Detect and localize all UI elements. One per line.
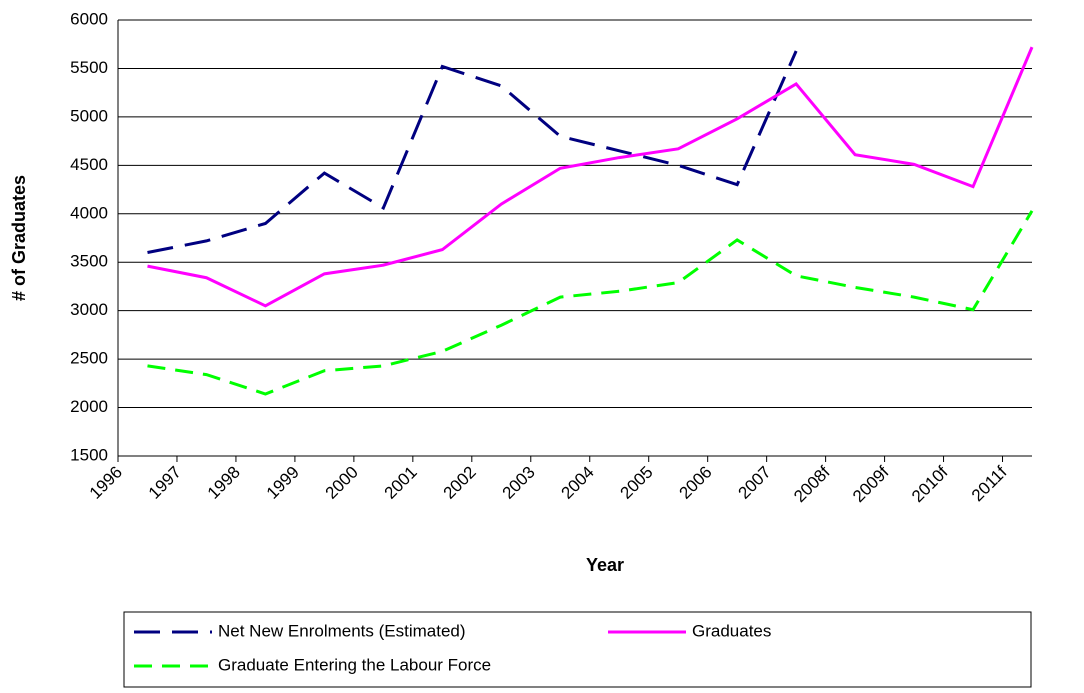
x-tick-label: 2008f — [790, 462, 834, 506]
y-tick-label: 6000 — [70, 9, 108, 28]
legend-label: Graduates — [692, 621, 771, 640]
y-tick-label: 2000 — [70, 397, 108, 416]
series-line — [147, 50, 798, 255]
x-tick-label: 1997 — [145, 463, 185, 503]
legend-label: Graduate Entering the Labour Force — [218, 655, 491, 674]
x-tick-label: 2006 — [675, 463, 715, 503]
y-tick-label: 4000 — [70, 203, 108, 222]
x-tick-label: 1999 — [263, 463, 303, 503]
y-tick-label: 3500 — [70, 252, 108, 271]
y-tick-label: 2500 — [70, 349, 108, 368]
x-tick-label: 2005 — [617, 463, 657, 503]
x-tick-label: 2002 — [440, 463, 480, 503]
x-tick-label: 2001 — [381, 463, 421, 503]
x-tick-label: 1996 — [86, 463, 126, 503]
series-line — [147, 46, 1034, 308]
series-line — [147, 210, 1034, 396]
x-tick-label: 2009f — [849, 462, 893, 506]
x-tick-label: 2000 — [322, 463, 362, 503]
y-tick-label: 5500 — [70, 58, 108, 77]
x-tick-label: 2010f — [908, 462, 952, 506]
x-tick-label: 2003 — [499, 463, 539, 503]
legend-label: Net New Enrolments (Estimated) — [218, 621, 466, 640]
y-tick-label: 3000 — [70, 300, 108, 319]
y-axis-title: # of Graduates — [9, 175, 29, 301]
legend-box — [123, 611, 1032, 688]
x-tick-label: 2007 — [734, 463, 774, 503]
x-tick-label: 1998 — [204, 463, 244, 503]
x-tick-label: 2011f — [968, 462, 1011, 505]
x-tick-label: 2004 — [558, 463, 598, 503]
y-tick-label: 4500 — [70, 155, 108, 174]
y-tick-label: 5000 — [70, 106, 108, 125]
y-tick-label: 1500 — [70, 445, 108, 464]
x-axis-title: Year — [586, 555, 624, 575]
